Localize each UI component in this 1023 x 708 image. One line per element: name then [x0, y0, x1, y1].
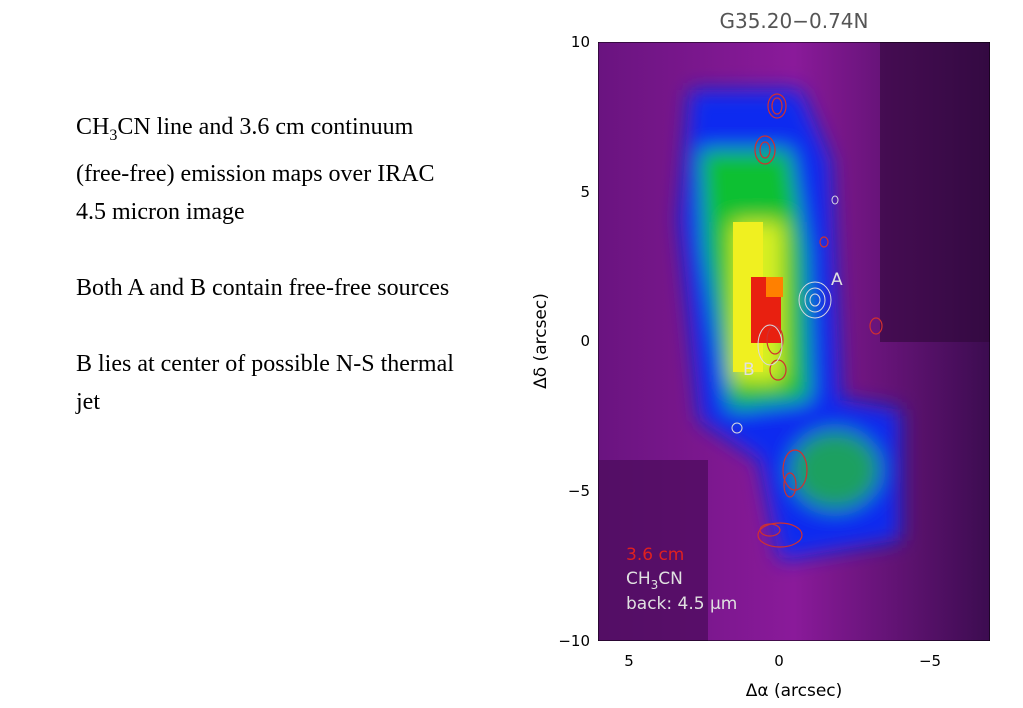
- figure-title: G35.20−0.74N: [719, 9, 868, 33]
- legend-entry: CH3CN: [626, 569, 683, 592]
- y-tick-label: 10: [571, 33, 590, 51]
- text: CH: [76, 114, 110, 140]
- text: CH: [626, 569, 651, 589]
- paragraph: Both A and B contain free-free sources: [76, 274, 450, 301]
- x-tick-label: −5: [919, 652, 941, 670]
- y-tick-label: −10: [558, 632, 590, 650]
- x-axis-label: Δα (arcsec): [746, 681, 843, 701]
- text: CN line and 3.6 cm continuum (free-free)…: [76, 114, 435, 225]
- source-label: B: [743, 360, 755, 380]
- paragraph: B lies at center of possible N-S thermal…: [76, 350, 454, 415]
- text: CN: [658, 569, 683, 589]
- image: [598, 42, 990, 641]
- x-tick-label: 0: [774, 652, 784, 670]
- y-tick-label: 5: [580, 183, 590, 201]
- source-label: A: [831, 270, 843, 290]
- paragraph: CH3CN line and 3.6 cm continuum (free-fr…: [76, 108, 461, 231]
- subscript: 3: [109, 126, 118, 144]
- slide-text: CH3CN line and 3.6 cm continuum (free-fr…: [76, 108, 461, 459]
- legend-entry: 3.6 cm: [626, 545, 684, 565]
- legend-entry: back: 4.5 μm: [626, 594, 737, 614]
- y-tick-label: 0: [580, 332, 590, 350]
- y-axis-label: Δδ (arcsec): [531, 293, 551, 389]
- y-tick-label: −5: [568, 482, 590, 500]
- subscript: 3: [651, 578, 659, 592]
- x-tick-label: 5: [624, 652, 634, 670]
